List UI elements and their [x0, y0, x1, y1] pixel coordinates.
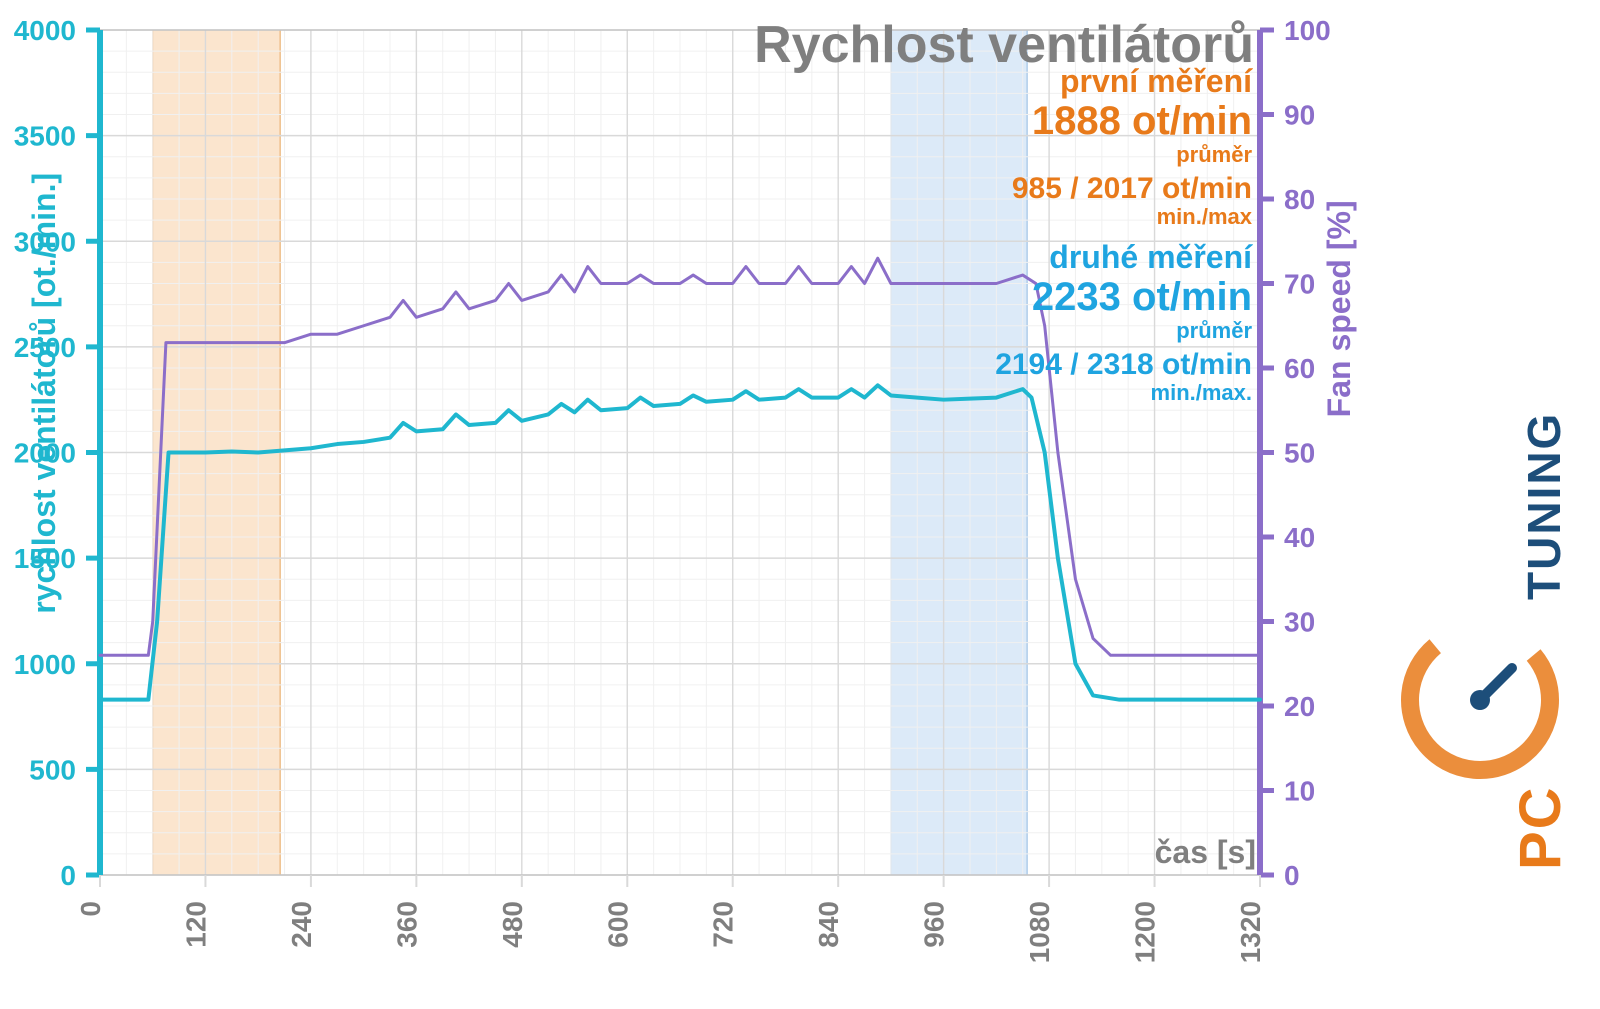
y-right-tick: 0	[1284, 860, 1300, 891]
logo-text-bottom: PC	[1508, 785, 1573, 870]
annotation-value: 1888 ot/min	[1032, 99, 1252, 143]
x-tick: 840	[813, 901, 844, 948]
fan-speed-chart: 05001000150020002500300035004000rychlost…	[0, 0, 1600, 1009]
annotation-range: 985 / 2017 ot/min	[1012, 172, 1252, 205]
annotation-value: 2233 ot/min	[1032, 275, 1252, 319]
annotation-range: 2194 / 2318 ot/min	[995, 348, 1252, 381]
y-right-tick: 50	[1284, 438, 1315, 469]
y-left-label: rychlost ventilátorů [ot./min.]	[26, 173, 62, 614]
y-right-label: Fan speed [%]	[1321, 200, 1357, 417]
y-left-tick: 1000	[14, 649, 76, 680]
annotation-avg: průměr	[1176, 142, 1252, 167]
y-right-tick: 70	[1284, 269, 1315, 300]
x-tick: 600	[602, 901, 633, 948]
x-tick: 960	[919, 901, 950, 948]
logo-text-top: TUNING	[1518, 412, 1570, 600]
y-left-tick: 4000	[14, 15, 76, 46]
y-right-tick: 90	[1284, 100, 1315, 131]
x-tick: 120	[180, 901, 211, 948]
chart-svg: 05001000150020002500300035004000rychlost…	[0, 0, 1600, 1009]
y-right-tick: 100	[1284, 15, 1331, 46]
y-left-tick: 500	[29, 754, 76, 785]
y-right-tick: 80	[1284, 184, 1315, 215]
annotation-range-label: min./max	[1157, 204, 1253, 229]
x-tick: 720	[708, 901, 739, 948]
x-tick: 480	[497, 901, 528, 948]
annotation-range-label: min./max.	[1151, 380, 1252, 405]
x-tick: 240	[286, 901, 317, 948]
y-right-tick: 10	[1284, 776, 1315, 807]
y-right-tick: 20	[1284, 691, 1315, 722]
y-right-tick: 30	[1284, 607, 1315, 638]
x-tick: 1080	[1024, 901, 1055, 963]
y-left-tick: 3500	[14, 121, 76, 152]
x-tick: 1320	[1235, 901, 1266, 963]
annotation-avg: průměr	[1176, 318, 1252, 343]
annotation-title: druhé měření	[1049, 239, 1253, 275]
x-axis-label: čas [s]	[1155, 834, 1256, 870]
x-tick: 1200	[1130, 901, 1161, 963]
y-right-tick: 40	[1284, 522, 1315, 553]
y-left-tick: 0	[60, 860, 76, 891]
y-right-tick: 60	[1284, 353, 1315, 384]
annotation-title: první měření	[1060, 63, 1253, 99]
x-tick: 0	[75, 901, 106, 917]
x-tick: 360	[391, 901, 422, 948]
